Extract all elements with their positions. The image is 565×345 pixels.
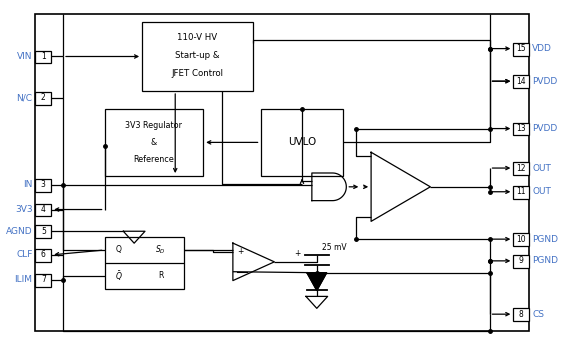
Bar [36,14,529,331]
Bar [513,233,529,246]
Bar [36,274,51,287]
Bar [513,308,529,321]
Text: 12: 12 [516,164,526,172]
Text: PGND: PGND [532,235,558,244]
Bar [105,237,184,288]
Text: 11: 11 [516,187,526,196]
Text: VIN: VIN [17,52,32,61]
Text: 3V3 Regulator: 3V3 Regulator [125,121,182,130]
Text: 10: 10 [516,235,526,244]
Text: 13: 13 [516,124,526,133]
Bar [142,22,253,91]
Text: Reference: Reference [133,155,174,164]
Bar [260,109,344,176]
Bar [36,51,51,63]
Bar [36,179,51,192]
Polygon shape [307,273,327,290]
Text: JFET Control: JFET Control [171,69,223,78]
Text: PVDD: PVDD [532,124,557,133]
Text: $S_D$: $S_D$ [155,244,166,256]
Text: 14: 14 [516,77,526,86]
Bar [513,186,529,199]
Bar [36,225,51,238]
Bar [36,92,51,105]
Text: 4: 4 [41,205,46,214]
Bar [36,204,51,216]
Text: CLF: CLF [16,250,32,259]
Text: 6: 6 [41,250,46,259]
Text: 15: 15 [516,44,526,53]
Text: VDD: VDD [532,44,552,53]
Bar [513,255,529,268]
Bar [513,75,529,88]
Text: OUT: OUT [532,187,551,196]
Text: 7: 7 [41,275,46,284]
Text: 9: 9 [519,256,524,265]
Text: 25 mV: 25 mV [321,243,346,252]
Bar [36,249,51,262]
Text: 3V3: 3V3 [15,205,32,214]
Text: +: + [238,247,244,256]
Text: 5: 5 [41,227,46,236]
Text: PGND: PGND [532,256,558,265]
Text: 2: 2 [41,93,46,102]
Text: AGND: AGND [6,227,32,236]
Text: 8: 8 [519,310,524,319]
Text: UVLO: UVLO [288,137,316,147]
Bar [513,43,529,56]
Bar [105,109,203,176]
Text: R: R [158,271,163,280]
Bar [513,162,529,175]
Text: 110-V HV: 110-V HV [177,33,218,42]
Text: Start-up &: Start-up & [175,51,220,60]
Text: $\bar{Q}$: $\bar{Q}$ [115,269,122,283]
Text: OUT: OUT [532,164,551,172]
Text: 3: 3 [41,180,46,189]
Text: +: + [294,249,301,258]
Bar [513,122,529,136]
Text: CS: CS [532,310,544,319]
Text: IN: IN [23,180,32,189]
Text: PVDD: PVDD [532,77,557,86]
Text: &: & [151,138,157,147]
Text: 1: 1 [41,52,46,61]
Text: N/C: N/C [16,93,32,102]
Text: Q: Q [115,246,121,255]
Text: ILIM: ILIM [15,275,32,284]
